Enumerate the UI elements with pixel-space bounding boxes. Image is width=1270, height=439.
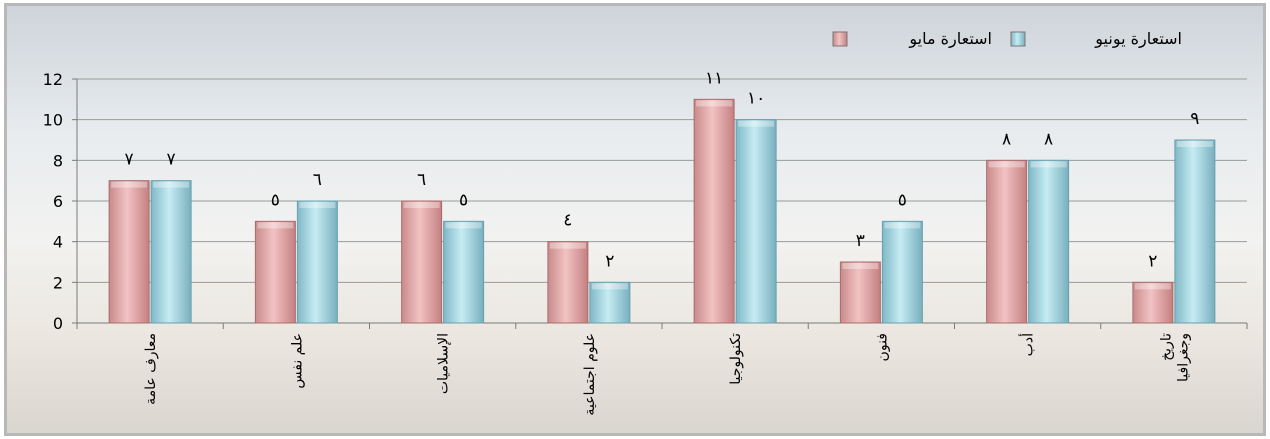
x-category-label: تاريخ وجغرافيا xyxy=(1158,333,1191,382)
data-label: ٨ xyxy=(1044,129,1053,149)
x-category-text: تكنولوجيا xyxy=(728,333,744,385)
y-tick-label: 6 xyxy=(53,192,63,211)
data-label: ١٠ xyxy=(747,89,765,109)
bar-may xyxy=(254,220,296,324)
bar-may xyxy=(401,200,443,324)
x-category-text: أدب xyxy=(1019,333,1037,356)
bar-bevel xyxy=(299,202,336,208)
bar-may xyxy=(1132,281,1174,324)
bar-june xyxy=(881,220,923,324)
data-label: ٥ xyxy=(898,190,907,210)
data-label: ١١ xyxy=(705,68,723,88)
x-category-text: معارف عامة xyxy=(143,333,159,405)
bar-june xyxy=(589,281,631,324)
bar-bevel xyxy=(591,283,628,290)
data-label: ٨ xyxy=(1002,129,1011,149)
bar-chart: 0 2 4 6 8 10 12 ٧ ٧ معارف عامة ٥ ٦ علم نفس ٦ ٥ الإسلام… xyxy=(43,29,1248,416)
data-label: ٤ xyxy=(563,211,572,231)
bar-bevel xyxy=(153,181,190,188)
bar-bevel xyxy=(1134,283,1171,290)
legend: استعارة يونيو استعارة مايو xyxy=(832,29,1182,49)
bar-bevel xyxy=(988,161,1025,168)
chart-frame: 0 2 4 6 8 10 12 ٧ ٧ معارف عامة ٥ ٦ علم نفس ٦ ٥ الإسلام… xyxy=(4,3,1266,436)
bars-layer xyxy=(108,98,1216,324)
y-tick-label: 0 xyxy=(53,314,63,333)
x-category-text: علوم اجتماعية xyxy=(582,333,598,416)
data-label: ٥ xyxy=(459,190,468,210)
x-category-label: تكنولوجيا xyxy=(728,333,744,385)
x-category-label: علوم اجتماعية xyxy=(582,333,598,416)
x-category-label: علم نفس xyxy=(289,333,305,389)
data-label: ٧ xyxy=(125,150,134,170)
data-label: ٦ xyxy=(313,170,322,190)
data-label: ٢ xyxy=(605,251,614,271)
bar-bevel xyxy=(1030,161,1067,168)
x-category-label: الإسلاميات xyxy=(436,333,452,394)
bar-bevel xyxy=(1176,141,1213,147)
data-label: ٥ xyxy=(271,190,280,210)
bar-may xyxy=(108,180,150,324)
bar-may xyxy=(693,98,735,324)
legend-swatch xyxy=(832,31,848,47)
bar-june xyxy=(443,220,485,324)
y-tick-label: 12 xyxy=(43,70,63,89)
x-category-label: أدب xyxy=(1019,333,1037,356)
bar-may xyxy=(839,261,881,324)
x-category-text: الإسلاميات xyxy=(436,333,452,394)
bar-june xyxy=(296,200,338,324)
bar-june xyxy=(150,180,192,324)
bar-bevel xyxy=(549,242,586,249)
bar-may xyxy=(986,159,1028,324)
bar-bevel xyxy=(738,120,775,127)
data-label: ٩ xyxy=(1190,109,1199,129)
data-label: ٧ xyxy=(167,150,176,170)
bar-bevel xyxy=(842,263,879,269)
x-category-text: وجغرافيا xyxy=(1175,333,1191,382)
bar-bevel xyxy=(884,222,921,229)
bar-june xyxy=(735,119,777,324)
data-label: ٦ xyxy=(417,170,426,190)
bar-bevel xyxy=(403,202,440,208)
bar-bevel xyxy=(445,222,482,229)
x-category-text: تاريخ xyxy=(1158,333,1174,361)
bar-may xyxy=(547,241,589,324)
x-category-label: فنون xyxy=(874,333,890,361)
y-tick-label: 2 xyxy=(53,273,63,292)
legend-label: استعارة مايو xyxy=(908,29,992,49)
x-category-text: علم نفس xyxy=(289,333,305,389)
bar-bevel xyxy=(111,181,148,188)
y-tick-label: 4 xyxy=(53,233,63,252)
bar-june xyxy=(1174,139,1216,324)
labels-layer: ٧ ٧ معارف عامة ٥ ٦ علم نفس ٦ ٥ الإسلاميات ٤ ٢ علوم … xyxy=(125,68,1200,415)
legend-label: استعارة يونيو xyxy=(1094,29,1182,49)
legend-swatch xyxy=(1010,31,1026,47)
data-label: ٢ xyxy=(1148,251,1157,271)
x-category-text: فنون xyxy=(874,333,890,361)
data-label: ٣ xyxy=(856,231,865,251)
x-category-label: معارف عامة xyxy=(143,333,159,405)
bar-june xyxy=(1028,159,1070,324)
bar-bevel xyxy=(257,222,294,229)
y-tick-label: 10 xyxy=(43,111,63,130)
bar-bevel xyxy=(696,100,733,107)
grid-layer xyxy=(77,78,1247,324)
y-tick-label: 8 xyxy=(53,151,63,170)
